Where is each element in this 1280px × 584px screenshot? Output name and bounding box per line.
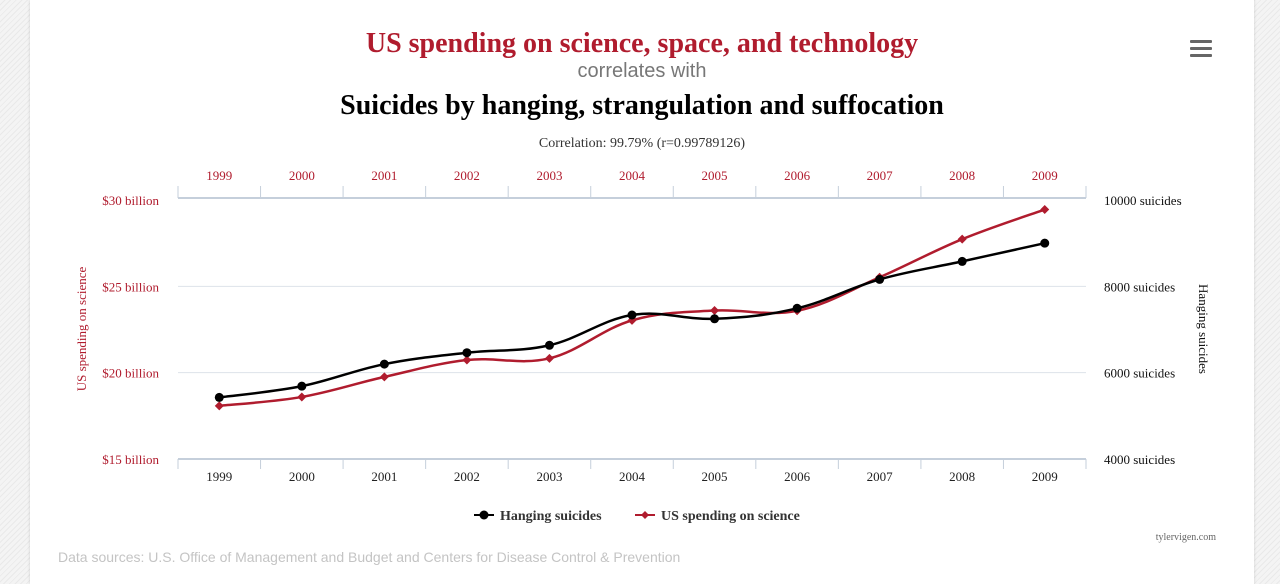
bottom-x-tick-label: 2001 <box>371 469 397 484</box>
left-y-axis-title: US spending on science <box>74 266 89 391</box>
legend-spending-marker <box>641 511 649 519</box>
bottom-x-tick-label: 2003 <box>536 469 562 484</box>
top-x-tick-label: 2002 <box>454 168 480 183</box>
chart-title: US spending on science, space, and techn… <box>366 28 918 59</box>
suicides-data-point <box>379 359 389 369</box>
data-sources-text: Data sources: U.S. Office of Management … <box>58 549 681 565</box>
right-y-tick-label: 4000 suicides <box>1104 452 1175 467</box>
left-y-tick-label: $25 billion <box>102 279 159 294</box>
suicides-data-point <box>297 381 307 391</box>
bottom-x-tick-label: 2006 <box>784 469 811 484</box>
suicides-data-point <box>875 274 885 284</box>
top-x-tick-label: 1999 <box>206 168 232 183</box>
spending-data-point <box>379 372 389 382</box>
top-x-tick-label: 2008 <box>949 168 975 183</box>
spending-data-point <box>957 234 967 244</box>
chart-subtitle: correlates with <box>578 60 707 82</box>
legend-suicides-marker <box>479 510 489 520</box>
spending-data-point <box>1040 205 1050 215</box>
bottom-x-tick-label: 2008 <box>949 469 975 484</box>
suicides-data-point <box>462 348 472 358</box>
left-y-tick-label: $30 billion <box>102 193 159 208</box>
bottom-x-tick-label: 1999 <box>206 469 232 484</box>
plot-area: 1999 1999 2000 2000 2001 2001 2002 2002 2003 2003… <box>74 168 1211 524</box>
suicides-data-point <box>544 340 554 350</box>
chart-title-2: Suicides by hanging, strangulation and s… <box>340 90 944 121</box>
suicides-data-point <box>957 256 967 266</box>
right-y-tick-label: 8000 suicides <box>1104 279 1175 294</box>
spending-data-point <box>462 355 472 365</box>
bottom-x-tick-label: 2004 <box>619 469 646 484</box>
left-y-tick-label: $20 billion <box>102 366 159 381</box>
top-x-tick-label: 2007 <box>867 168 894 183</box>
top-x-tick-label: 2009 <box>1032 168 1058 183</box>
hamburger-menu-icon[interactable] <box>1190 40 1212 58</box>
top-x-tick-label: 2004 <box>619 168 646 183</box>
correlation-text: Correlation: 99.79% (r=0.99789126) <box>539 136 746 151</box>
suicides-data-point <box>214 392 224 402</box>
top-x-tick-label: 2006 <box>784 168 811 183</box>
bottom-x-tick-label: 2000 <box>289 469 315 484</box>
legend-suicides-label: Hanging suicides <box>500 509 602 524</box>
bottom-x-tick-label: 2002 <box>454 469 480 484</box>
suicides-data-point <box>627 310 637 320</box>
suicides-data-point <box>710 314 720 324</box>
right-y-tick-label: 6000 suicides <box>1104 366 1175 381</box>
top-x-tick-label: 2005 <box>702 168 728 183</box>
right-y-axis-title: Hanging suicides <box>1196 284 1211 374</box>
suicides-data-point <box>792 303 802 313</box>
top-x-tick-label: 2001 <box>371 168 397 183</box>
suicides-data-point <box>1040 238 1050 248</box>
top-x-tick-label: 2003 <box>536 168 562 183</box>
left-y-tick-label: $15 billion <box>102 452 159 467</box>
chart-card <box>30 0 1254 584</box>
bottom-x-tick-label: 2005 <box>702 469 728 484</box>
top-x-tick-label: 2000 <box>289 168 315 183</box>
bottom-x-tick-label: 2007 <box>867 469 894 484</box>
bottom-x-tick-label: 2009 <box>1032 469 1058 484</box>
spending-data-point <box>544 353 554 363</box>
legend-spending-label: US spending on science <box>661 509 800 524</box>
spending-data-point <box>214 401 224 411</box>
credit-text[interactable]: tylervigen.com <box>1156 532 1216 543</box>
right-y-tick-label: 10000 suicides <box>1104 193 1182 208</box>
spending-data-point <box>710 306 720 316</box>
spending-data-point <box>297 392 307 402</box>
